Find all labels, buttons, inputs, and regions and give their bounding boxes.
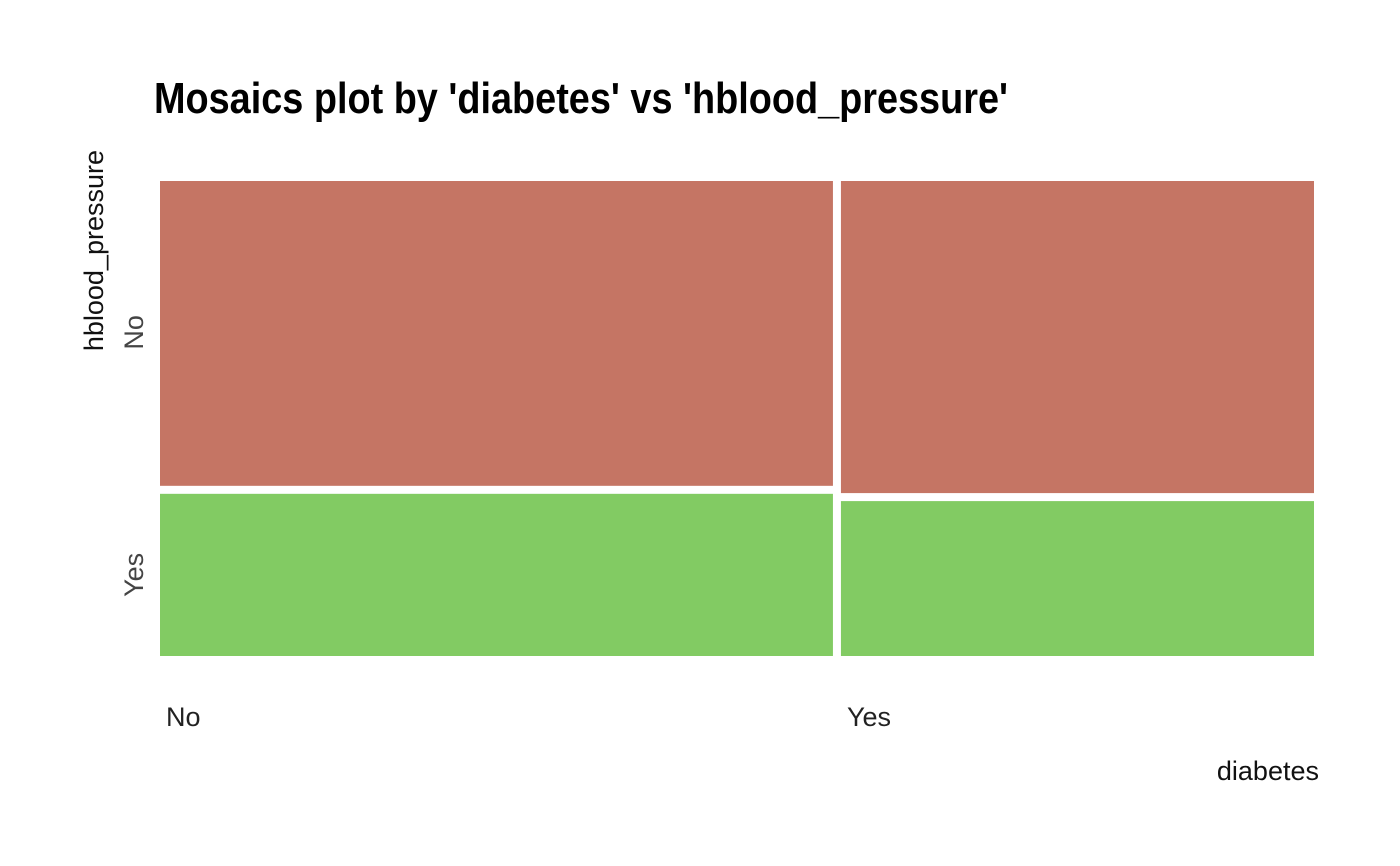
mosaic-cell-no-yes <box>160 493 833 656</box>
x-axis-label: diabetes <box>1217 756 1319 786</box>
mosaic-cells <box>155 176 1319 661</box>
x-tick-label-yes: Yes <box>847 702 891 732</box>
y-axis-label: hblood_pressure <box>79 150 109 351</box>
y-tick-labels: No Yes <box>119 315 149 597</box>
y-tick-label-yes: Yes <box>119 553 149 597</box>
mosaic-cell-yes-yes <box>840 501 1314 656</box>
y-tick-label-no: No <box>119 315 149 350</box>
x-tick-labels: No Yes <box>166 702 891 732</box>
chart-title: Mosaics plot by 'diabetes' vs 'hblood_pr… <box>154 74 1008 123</box>
x-tick-label-no: No <box>166 702 201 732</box>
mosaic-cell-yes-no <box>840 181 1314 494</box>
mosaic-cell-no-no <box>160 181 833 486</box>
